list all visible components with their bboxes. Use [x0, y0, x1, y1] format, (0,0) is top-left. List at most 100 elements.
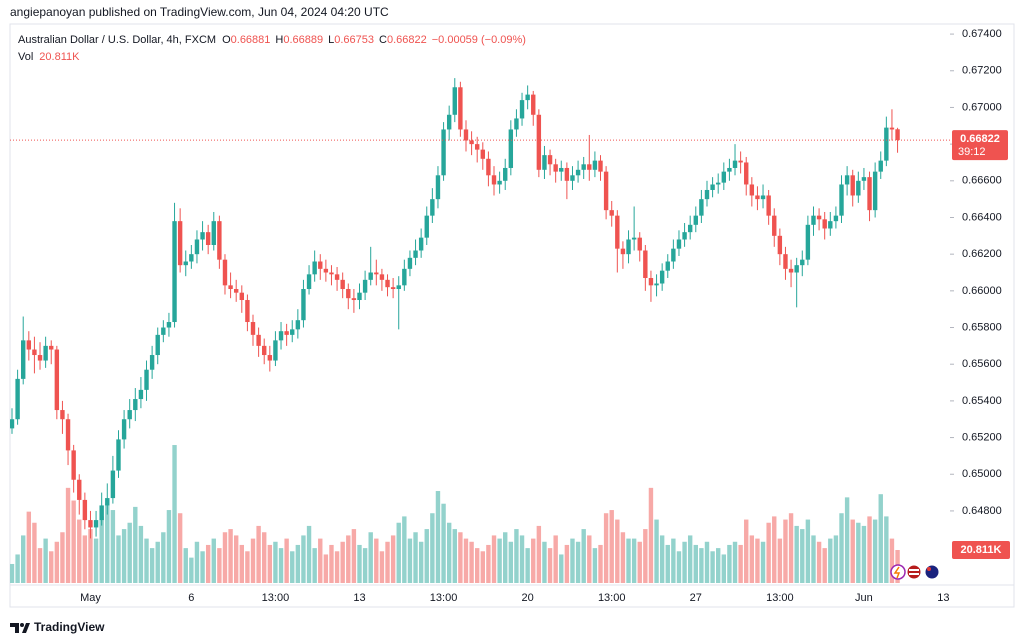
volume-bar — [609, 510, 614, 583]
candle-body — [233, 289, 239, 293]
volume-bar — [312, 548, 317, 583]
volume-bar — [531, 538, 536, 583]
candle-body — [727, 167, 732, 172]
candle-body — [424, 215, 429, 238]
x-tick-label: 27 — [690, 592, 702, 604]
candle-body — [777, 235, 783, 255]
ohlc-key: O — [222, 34, 231, 46]
candle-body — [811, 215, 816, 225]
candle-body — [54, 349, 60, 411]
candle-body — [71, 450, 76, 480]
volume-bar — [301, 535, 306, 583]
volume-bar — [15, 554, 20, 583]
volume-bar — [570, 538, 575, 583]
candle-body — [205, 232, 211, 245]
candle-body — [430, 199, 435, 216]
volume-bar — [732, 541, 738, 583]
volume-bar — [21, 535, 26, 583]
volume-bar — [290, 551, 295, 583]
volume-bar — [463, 538, 469, 583]
candle-body — [138, 389, 144, 400]
volume-bar — [49, 551, 54, 583]
candle-body — [446, 114, 452, 130]
volume-bar — [43, 538, 48, 583]
volume-bar — [284, 538, 289, 583]
candle-body — [88, 520, 93, 528]
volume-bar — [396, 522, 401, 583]
volume-bar — [553, 535, 558, 583]
volume-bar — [10, 563, 15, 583]
volume-bar — [867, 516, 872, 583]
candle-body — [435, 175, 441, 200]
volume-bar — [744, 519, 749, 583]
candle-body — [603, 171, 609, 211]
candle-body — [93, 520, 99, 528]
y-tick-label: 0.66200 — [962, 248, 1002, 260]
candle-body — [564, 167, 570, 181]
volume-bar — [884, 516, 889, 583]
volume-legend: Vol 20.811K — [18, 51, 80, 63]
volume-bar — [189, 557, 194, 583]
candle-body — [659, 270, 665, 284]
candle-body — [222, 259, 228, 286]
x-tick-label: Jun — [855, 592, 873, 604]
volume-bar — [486, 544, 491, 583]
volume-bar — [65, 487, 71, 583]
volume-bar — [430, 513, 435, 583]
candle-body — [211, 221, 216, 245]
candle-body — [368, 272, 373, 280]
volume-bar — [525, 548, 530, 583]
candle-body — [732, 160, 738, 168]
candle-body — [822, 219, 827, 229]
candle-body — [474, 144, 480, 150]
icon — [927, 567, 931, 571]
candle-body — [362, 279, 368, 293]
volume-bar — [323, 554, 329, 583]
candle-body — [256, 334, 261, 346]
plot-area — [10, 78, 950, 583]
volume-bar — [615, 519, 620, 583]
volume-bar — [407, 538, 413, 583]
volume-bar — [654, 519, 659, 583]
volume-bar — [245, 551, 250, 583]
volume-bar — [278, 548, 284, 583]
candle-body — [458, 87, 463, 130]
volume-bar — [637, 541, 642, 583]
x-tick-label: 13:0 — [937, 592, 958, 604]
candle-body — [665, 261, 670, 271]
volume-bar — [699, 548, 704, 583]
candle-body — [250, 322, 256, 335]
logo-mark — [10, 623, 19, 633]
volume-bar — [346, 535, 351, 583]
icon — [924, 564, 940, 580]
volume-bar — [856, 522, 861, 583]
volume-bar — [105, 503, 110, 583]
volume-bar — [239, 544, 244, 583]
volume-bar — [200, 551, 205, 583]
candle-body — [620, 248, 626, 255]
y-tick-label: 0.67400 — [962, 28, 1002, 40]
volume-bar — [480, 551, 486, 583]
candle-body — [144, 369, 149, 390]
candle-body — [850, 175, 855, 196]
volume-bar — [783, 519, 788, 583]
candle-body — [626, 239, 631, 255]
candle-body — [716, 182, 721, 185]
volume-bar — [872, 519, 878, 583]
candle-body — [245, 300, 250, 323]
volume-bar — [177, 513, 183, 583]
volume-bar — [648, 487, 654, 583]
candle-body — [861, 177, 867, 181]
candle-body — [32, 349, 37, 356]
volume-bar — [379, 551, 385, 583]
volume-bar — [794, 525, 799, 583]
volume-bar — [133, 506, 138, 583]
volume-bar — [850, 519, 855, 583]
candle-body — [194, 239, 200, 255]
volume-bar — [144, 538, 149, 583]
candle-body — [65, 419, 71, 451]
candle-body — [379, 274, 385, 280]
volume-bar — [469, 541, 474, 583]
candle-body — [239, 292, 244, 301]
